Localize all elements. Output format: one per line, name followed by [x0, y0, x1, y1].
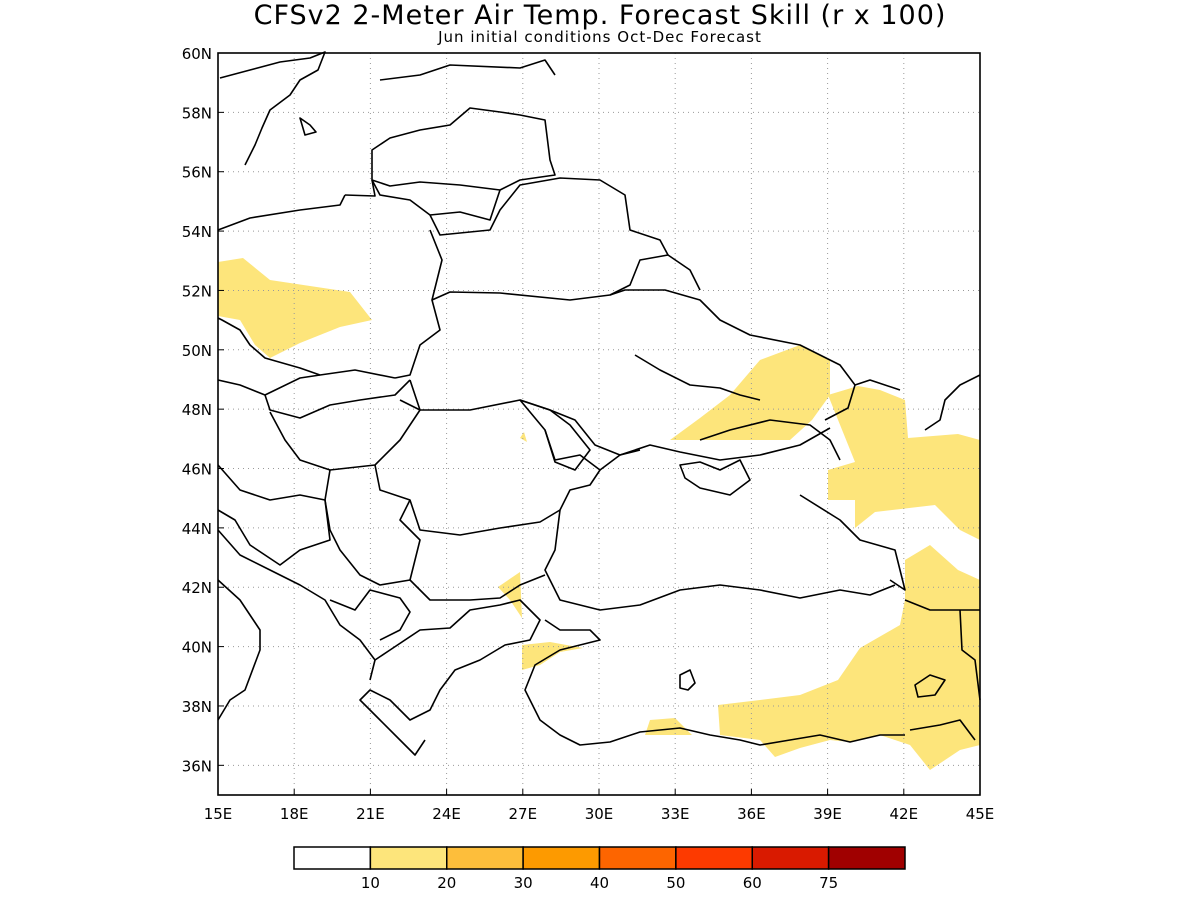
- greece: [359, 599, 541, 756]
- lake-van: [914, 674, 946, 698]
- y-tick-label: 50N: [182, 342, 212, 360]
- albania-macedonia: [329, 589, 411, 641]
- baltic-south-coast: [217, 194, 346, 231]
- colorbar-swatch: [598, 846, 677, 870]
- poland-east: [394, 299, 441, 379]
- x-tick-label: 45E: [966, 805, 995, 823]
- y-tick-label: 44N: [182, 520, 212, 538]
- skill-region-poland: [218, 258, 372, 358]
- moldova: [519, 399, 591, 471]
- colorbar-label: 10: [361, 874, 380, 892]
- poland-south: [217, 317, 396, 379]
- skill-region-thrace: [498, 572, 522, 618]
- russia-border: [667, 254, 901, 391]
- colorbar-swatch: [827, 846, 906, 870]
- y-tick-labels: 60N 58N 56N 54N 52N 50N 48N 46N 44N 42N 40N 38N 36N: [182, 45, 224, 775]
- skill-shading: [218, 258, 980, 770]
- x-tick-label: 15E: [204, 805, 233, 823]
- x-tick-label: 30E: [585, 805, 614, 823]
- x-tick-label: 33E: [661, 805, 690, 823]
- czech: [217, 374, 321, 396]
- bulgaria: [399, 499, 546, 601]
- colorbar-label: 30: [514, 874, 533, 892]
- y-tick-label: 52N: [182, 282, 212, 300]
- y-tick-label: 60N: [182, 45, 212, 63]
- colorbar-label: 20: [437, 874, 456, 892]
- map-grid: [218, 53, 980, 795]
- estonia-latvia: [371, 107, 556, 191]
- cyprus: [679, 669, 696, 691]
- caspian: [924, 374, 981, 431]
- crimea: [679, 459, 751, 496]
- colorbar-label: 75: [819, 874, 838, 892]
- austria-slovakia: [264, 379, 411, 419]
- skill-region-romania-dot: [520, 432, 527, 442]
- colorbar-swatch: [675, 846, 753, 870]
- x-tick-label: 27E: [509, 805, 538, 823]
- colorbar-label: 60: [743, 874, 762, 892]
- colorbar-swatch: [446, 846, 524, 870]
- black-sea-north: [599, 427, 831, 471]
- ukraine-north: [609, 289, 856, 421]
- sweden-coast: [219, 51, 326, 166]
- y-tick-label: 58N: [182, 104, 212, 122]
- skill-region-south-turkey: [645, 718, 692, 735]
- finland-coast: [379, 59, 556, 81]
- colorbar-label: 40: [590, 874, 609, 892]
- skill-region-east-turkey: [718, 545, 980, 770]
- romania: [374, 399, 601, 536]
- black-sea-south: [544, 509, 896, 611]
- x-tick-label: 18E: [280, 805, 309, 823]
- kaliningrad: [344, 179, 376, 197]
- y-tick-label: 38N: [182, 698, 212, 716]
- x-tick-label: 42E: [890, 805, 919, 823]
- adriatic-east: [217, 529, 376, 681]
- colorbar: 10 20 30 40 50 60 75: [293, 846, 906, 892]
- croatia-bosnia: [217, 464, 331, 566]
- x-tick-labels: 15E 18E 21E 24E 27E 30E 33E 36E 39E 42E 45E: [204, 789, 995, 823]
- x-tick-label: 21E: [356, 805, 385, 823]
- turkey-west: [524, 619, 905, 746]
- hungary: [269, 399, 421, 471]
- y-tick-label: 40N: [182, 639, 212, 657]
- x-tick-label: 36E: [737, 805, 766, 823]
- skill-region-ukraine-russia: [670, 345, 830, 440]
- serbia: [324, 469, 411, 586]
- x-tick-label: 39E: [813, 805, 842, 823]
- belarus: [429, 177, 669, 301]
- y-tick-label: 56N: [182, 164, 212, 182]
- gotland: [299, 117, 317, 136]
- azov: [699, 419, 841, 461]
- don-river: [634, 354, 761, 401]
- map-borders: [217, 51, 981, 756]
- y-tick-label: 54N: [182, 223, 212, 241]
- x-tick-label: 24E: [432, 805, 461, 823]
- y-tick-label: 42N: [182, 579, 212, 597]
- y-tick-label: 48N: [182, 401, 212, 419]
- colorbar-swatch: [293, 846, 372, 870]
- italy-east: [217, 579, 261, 721]
- colorbar-label: 50: [666, 874, 685, 892]
- chart-subtitle: Jun initial conditions Oct-Dec Forecast: [438, 28, 762, 46]
- turkey-east-border: [904, 599, 981, 741]
- y-tick-label: 36N: [182, 757, 212, 775]
- colorbar-swatch: [751, 846, 830, 870]
- black-sea-east: [799, 494, 906, 591]
- colorbar-swatch: [522, 846, 601, 870]
- y-tick-label: 46N: [182, 461, 212, 479]
- chart-title: CFSv2 2-Meter Air Temp. Forecast Skill (…: [253, 0, 947, 31]
- colorbar-swatch: [369, 846, 448, 870]
- ukraine-west: [409, 379, 641, 456]
